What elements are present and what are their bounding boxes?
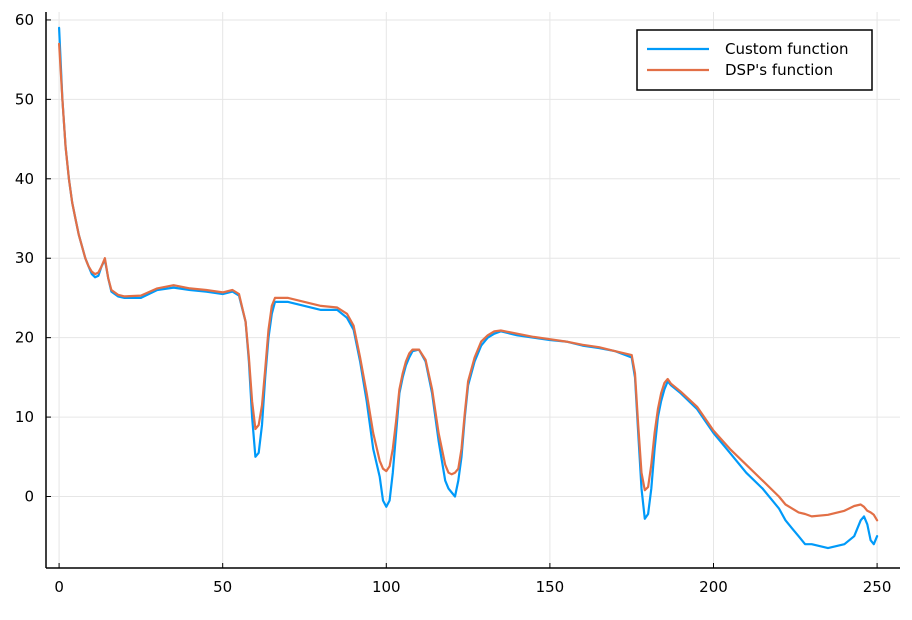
grid bbox=[46, 12, 900, 568]
x-tick-label: 250 bbox=[863, 578, 892, 596]
legend-label: Custom function bbox=[725, 40, 849, 58]
series-line-dsp-function bbox=[57, 42, 879, 522]
legend-label: DSP's function bbox=[725, 61, 833, 79]
legend-box bbox=[636, 29, 873, 91]
y-tick-label: 40 bbox=[15, 170, 34, 188]
y-tick-label: 0 bbox=[24, 488, 34, 506]
axes bbox=[45, 12, 900, 569]
y-tick-label: 20 bbox=[15, 329, 34, 347]
tick-labels: 0 50 100 150 200 250 0 10 20 30 40 50 60 bbox=[15, 11, 892, 596]
y-tick-label: 60 bbox=[15, 11, 34, 29]
x-tick-label: 150 bbox=[536, 578, 565, 596]
x-tick-label: 100 bbox=[372, 578, 401, 596]
y-tick-label: 10 bbox=[15, 408, 34, 426]
y-tick-label: 50 bbox=[15, 90, 34, 108]
y-tick-label: 30 bbox=[15, 249, 34, 267]
x-tick-label: 0 bbox=[54, 578, 64, 596]
legend: Custom function DSP's function bbox=[636, 29, 873, 91]
x-tick-label: 50 bbox=[213, 578, 232, 596]
series-line-custom-function bbox=[57, 26, 879, 550]
x-tick-label: 200 bbox=[699, 578, 728, 596]
series-layer bbox=[57, 26, 879, 550]
